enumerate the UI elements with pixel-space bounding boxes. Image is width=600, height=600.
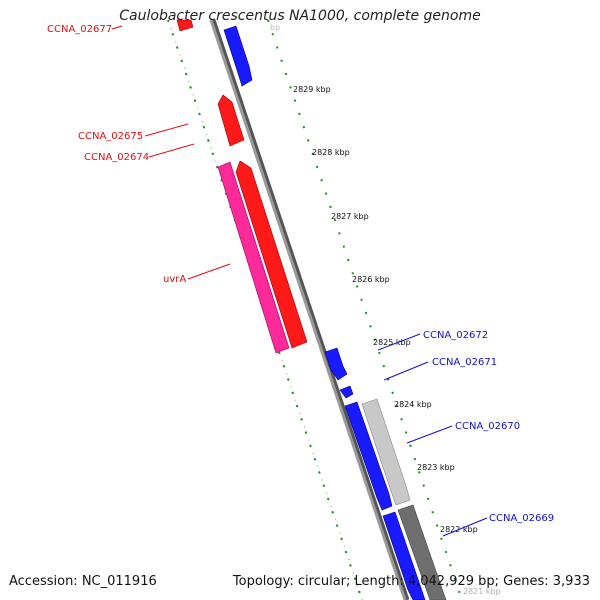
map-title: Caulobacter crescentus NA1000, complete … (119, 8, 481, 24)
gene-label-ccna-02670[interactable]: CCNA_02670 (455, 421, 520, 432)
kbp-tick-label: 2828 kbp (312, 148, 350, 157)
gene-ccna-02672[interactable] (324, 347, 348, 381)
kbp-tick-label-faded: bp (270, 23, 280, 32)
leader-line-ccna-02670 (406, 425, 453, 444)
gene-gray-light[interactable] (361, 398, 411, 506)
kbp-tick-label: 2823 kbp (417, 463, 455, 472)
leader-line-ccna-02671 (383, 361, 429, 381)
gene-label-ccna-02669[interactable]: CCNA_02669 (489, 513, 554, 524)
leader-line-ccna-02669 (442, 517, 488, 537)
gene-uvra[interactable] (217, 161, 290, 354)
leader-line-ccna-02674 (148, 143, 195, 158)
kbp-tick-label: 2826 kbp (352, 275, 390, 284)
gene-ccna-02675[interactable] (217, 94, 245, 147)
leader-line-ccna-02672 (377, 333, 421, 351)
kbp-tick-label: 2825 kbp (373, 338, 411, 347)
gene-ccna-02678[interactable] (223, 25, 253, 87)
leader-line-ccna-02677 (111, 25, 123, 30)
accession-text: Accession: NC_011916 (9, 574, 157, 589)
gene-label-ccna-02674[interactable]: CCNA_02674 (84, 152, 149, 163)
inner-dotted-guide (267, 19, 463, 600)
genome-backbone-shadow (210, 19, 410, 600)
gene-gray-dark[interactable] (397, 504, 447, 600)
gene-ccna-02677[interactable] (176, 19, 194, 32)
leader-line-ccna-02675 (144, 123, 189, 137)
gene-ccna-02670[interactable] (344, 401, 393, 511)
gene-label-ccna-02672[interactable]: CCNA_02672 (423, 330, 488, 341)
kbp-tick-label: 2829 kbp (293, 85, 331, 94)
gene-ccna-02674[interactable] (235, 160, 308, 349)
gene-label-ccna-02677[interactable]: CCNA_02677 (47, 24, 112, 35)
genome-summary-text: Topology: circular; Length: 4,042,929 bp… (232, 574, 590, 589)
kbp-tick-label: 2824 kbp (394, 400, 432, 409)
gene-ccna-02671[interactable] (339, 385, 354, 399)
kbp-tick-label: 2827 kbp (331, 212, 369, 221)
gene-ccna-02669[interactable] (382, 511, 426, 600)
gene-label-ccna-02671[interactable]: CCNA_02671 (432, 357, 497, 368)
leader-line-uvra (187, 263, 231, 280)
genome-backbone (209, 19, 407, 600)
kbp-tick-label: 2821 kbp (463, 587, 501, 596)
gene-label-ccna-02675[interactable]: CCNA_02675 (78, 131, 143, 142)
gene-label-uvra[interactable]: uvrA (163, 274, 186, 285)
